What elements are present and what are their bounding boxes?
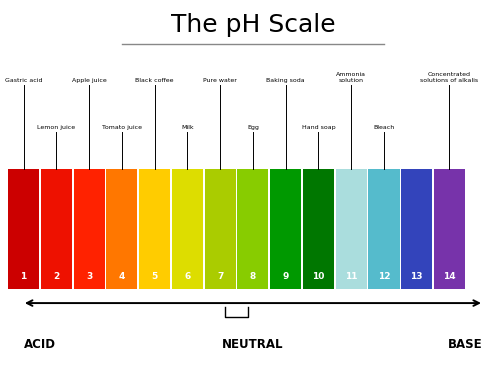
Text: 8: 8: [250, 272, 256, 281]
Text: ACID: ACID: [24, 338, 56, 351]
Bar: [434, 168, 465, 289]
Text: Tomato juice: Tomato juice: [102, 125, 142, 130]
Text: 1: 1: [20, 272, 26, 281]
Text: 13: 13: [410, 272, 423, 281]
Text: Bleach: Bleach: [374, 125, 394, 130]
Bar: [106, 168, 138, 289]
Bar: [74, 168, 104, 289]
Text: Black coffee: Black coffee: [136, 78, 174, 83]
Text: Pure water: Pure water: [203, 78, 237, 83]
Bar: [238, 168, 268, 289]
Text: The pH Scale: The pH Scale: [170, 13, 335, 37]
Bar: [336, 168, 367, 289]
Text: 3: 3: [86, 272, 92, 281]
Bar: [368, 168, 400, 289]
Text: 14: 14: [443, 272, 456, 281]
Text: 2: 2: [53, 272, 60, 281]
Text: Apple juice: Apple juice: [72, 78, 106, 83]
Text: 12: 12: [378, 272, 390, 281]
Bar: [401, 168, 432, 289]
Text: 11: 11: [345, 272, 358, 281]
Text: Egg: Egg: [247, 125, 259, 130]
Text: 6: 6: [184, 272, 190, 281]
Bar: [303, 168, 334, 289]
Text: 10: 10: [312, 272, 324, 281]
Bar: [139, 168, 170, 289]
Text: 4: 4: [118, 272, 125, 281]
Text: 7: 7: [217, 272, 224, 281]
Text: Gastric acid: Gastric acid: [5, 78, 43, 83]
Text: Lemon juice: Lemon juice: [38, 125, 76, 130]
Text: Hand soap: Hand soap: [302, 125, 335, 130]
Bar: [8, 168, 39, 289]
Bar: [41, 168, 72, 289]
Text: 9: 9: [282, 272, 289, 281]
Text: Concentrated
solutions of alkalis: Concentrated solutions of alkalis: [420, 72, 478, 83]
Text: Milk: Milk: [181, 125, 194, 130]
Bar: [270, 168, 301, 289]
Text: Baking soda: Baking soda: [266, 78, 305, 83]
Text: 5: 5: [152, 272, 158, 281]
Bar: [172, 168, 203, 289]
Text: NEUTRAL: NEUTRAL: [222, 338, 284, 351]
Text: Ammonia
solution: Ammonia solution: [336, 72, 366, 83]
Bar: [204, 168, 236, 289]
Text: BASE: BASE: [448, 338, 482, 351]
